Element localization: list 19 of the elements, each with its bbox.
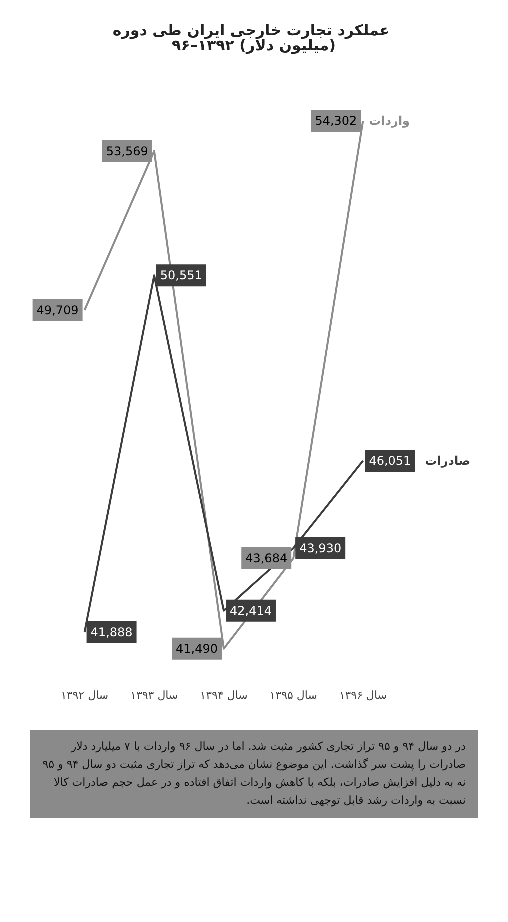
data-label: 54,302 <box>315 114 358 128</box>
data-label: 41,888 <box>90 625 133 640</box>
text: در دو سال ۹۴ و ۹۵ تراز تجاری کشور مثبت شد. اما در سال ۹۶ واردات با ۷ میلیارد دلار صادرات را پشت سر گذاشت. این موضوع نشان می‌دهد که تراز تجاری مثبت دو سال ۹۴ و ۹۵ نه به دلیل افزایش صادرات، بلکه با کاهش واردات اتفاق افتاده و در عمل حجم صادرات کالا نسبت به واردات رشد قابل توجهی نداشته است. <box>42 739 466 809</box>
legend-label: صادرات <box>425 454 471 468</box>
data-label: 42,414 <box>230 604 272 618</box>
x-tick-label: سال ۱۳۹۲ <box>60 689 109 702</box>
data-label: 41,490 <box>176 642 218 656</box>
x-tick-label: سال ۱۳۹۳ <box>130 689 178 702</box>
data-label: 43,930 <box>300 541 342 556</box>
legend-label: واردات <box>369 114 410 128</box>
data-label: 50,551 <box>160 268 202 283</box>
data-label: 43,684 <box>246 552 288 566</box>
data-label: 49,709 <box>36 303 79 318</box>
data-label: 53,569 <box>106 144 148 158</box>
chart-title: عملکرد تجارت خارجی ایران طی دوره ۹۶–۱۳۹۲ (میلیون دلار) <box>112 22 396 54</box>
x-tick-label: سال ۱۳۹۶ <box>339 689 388 702</box>
x-tick-label: سال ۱۳۹۴ <box>200 689 248 702</box>
x-tick-label: سال ۱۳۹۵ <box>270 689 318 702</box>
data-label: 46,051 <box>369 454 412 468</box>
